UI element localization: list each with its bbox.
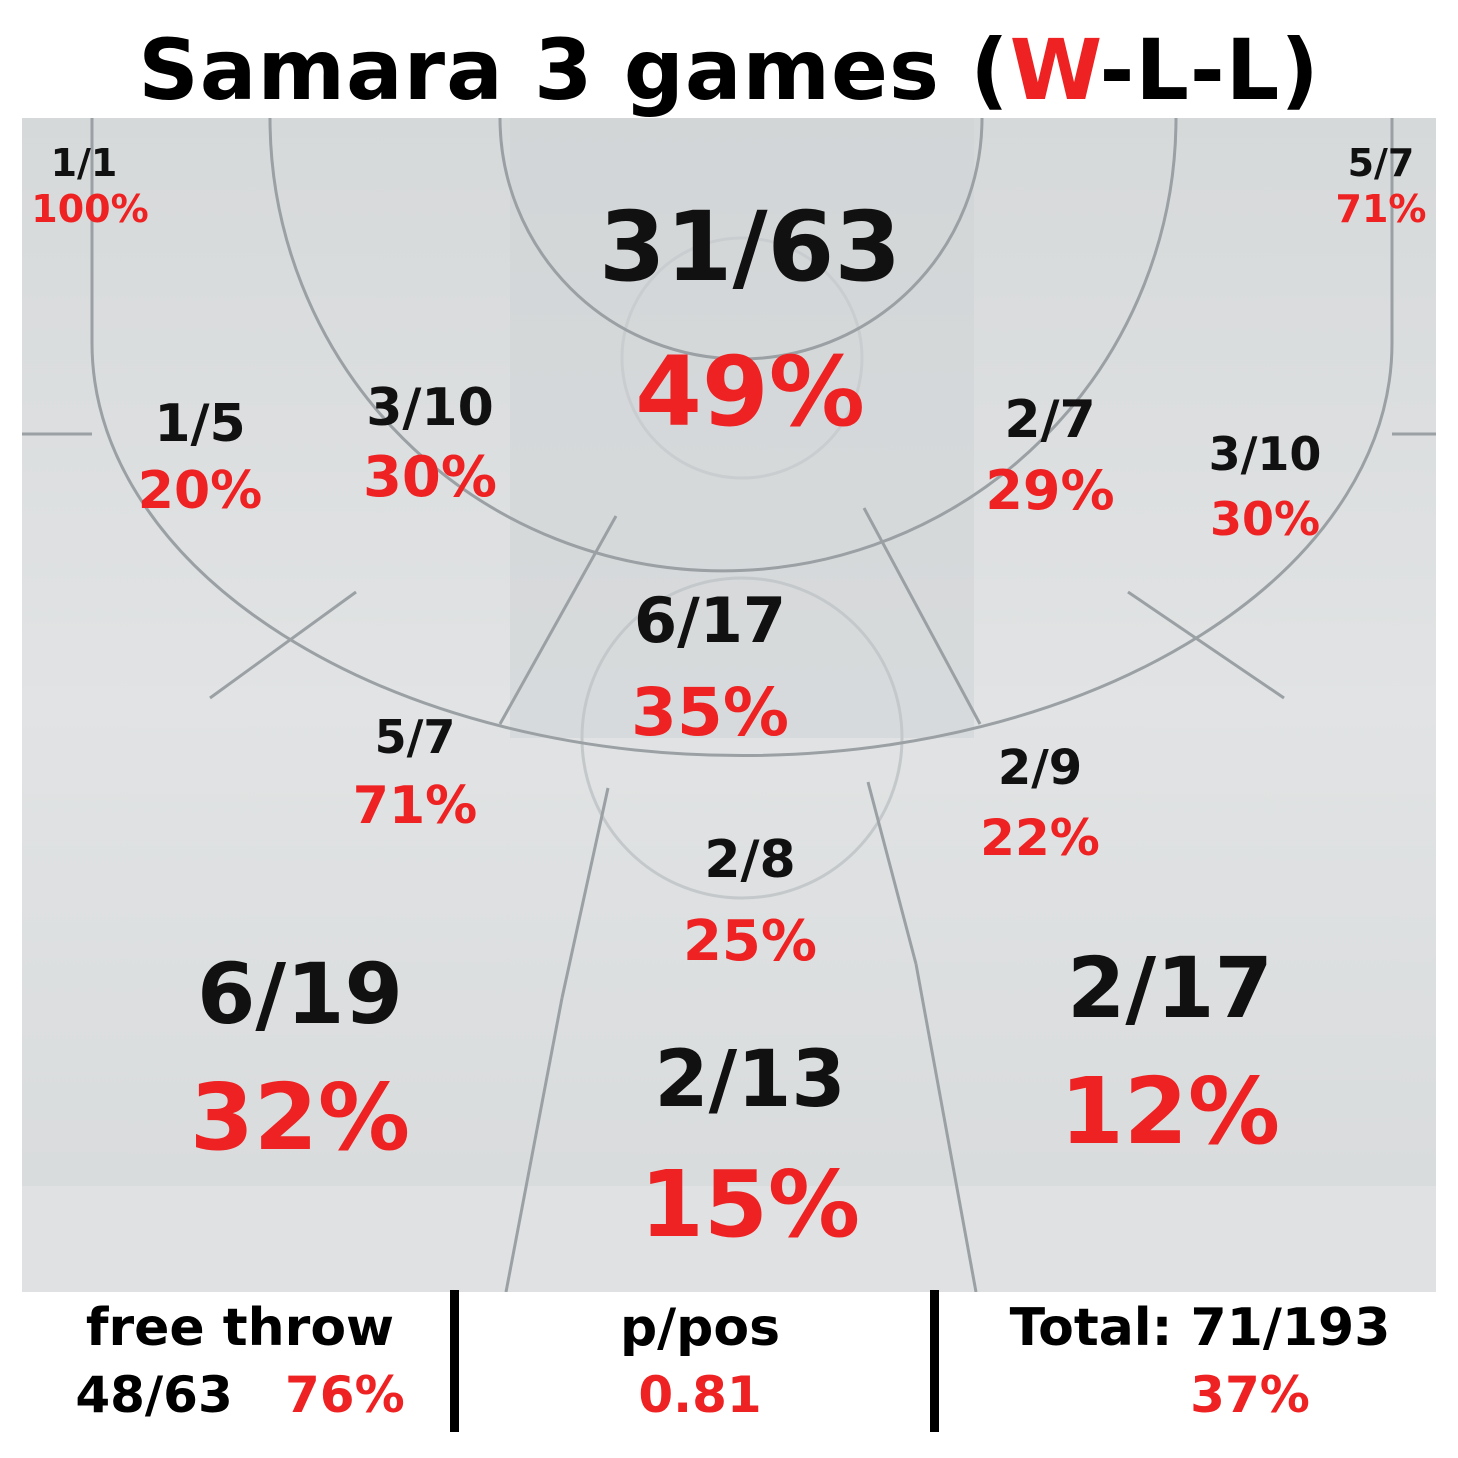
zone-right-short-mid: 2/7 29% (950, 388, 1150, 530)
zone-left-wing-three: 6/19 32% (150, 940, 450, 1188)
zone-percentage: 29% (985, 459, 1115, 522)
divider-top-right (866, 781, 918, 965)
three-point-arc (90, 118, 1394, 758)
divider-top-left (560, 787, 610, 999)
zone-top-key-mid: 2/8 25% (650, 828, 850, 992)
zone-made-attempted: 6/19 (196, 945, 404, 1043)
zone-right-corner-three: 5/7 71% (1316, 140, 1446, 232)
basketball-court (22, 118, 1436, 1292)
free-throw-percentage: 76% (284, 1366, 405, 1424)
divider-three-left (504, 997, 564, 1292)
zone-made-attempted: 2/13 (654, 1035, 846, 1125)
zone-percentage: 49% (635, 336, 865, 448)
zone-left-baseline-mid: 1/5 20% (110, 392, 290, 526)
zone-made-attempted: 2/8 (704, 830, 796, 890)
zone-restricted-area: 31/63 49% (540, 182, 960, 472)
zone-right-elbow-mid: 2/9 22% (950, 738, 1130, 878)
chart-title: Samara 3 games (W-L-L) (0, 20, 1458, 120)
title-suffix: -L-L) (1099, 21, 1320, 119)
zone-left-corner-three: 1/1 100% (20, 140, 160, 232)
zone-percentage: 25% (682, 909, 818, 974)
points-per-possession-block: p/pos 0.81 (480, 1296, 920, 1430)
ppos-label: p/pos (619, 1298, 781, 1358)
zone-left-short-mid: 3/10 30% (330, 376, 530, 516)
free-throw-circle-faint (580, 576, 904, 900)
lane-paint (510, 118, 974, 738)
zone-left-elbow-mid: 5/7 71% (320, 708, 510, 846)
zone-made-attempted: 5/7 (374, 710, 456, 764)
zone-made-attempted: 1/1 (50, 141, 118, 185)
restricted-arc (498, 118, 984, 361)
zone-percentage: 100% (31, 187, 149, 231)
zone-made-attempted: 5/7 (1347, 141, 1415, 185)
title-prefix: Samara 3 games ( (138, 21, 1010, 119)
zone-percentage: 32% (189, 1064, 411, 1171)
free-throw-made-attempted: 48/63 (75, 1366, 233, 1424)
zone-made-attempted: 2/7 (1004, 390, 1096, 450)
baseline-strip (22, 1186, 1436, 1292)
divider-right-mid (1127, 590, 1285, 700)
total-block: Total: 71/193 37% (960, 1296, 1440, 1430)
zone-top-three: 2/13 15% (600, 1030, 900, 1280)
divider-left-mid (209, 590, 357, 700)
zone-percentage: 12% (1059, 1058, 1281, 1165)
zone-made-attempted: 1/5 (154, 394, 246, 454)
zone-right-baseline-mid: 3/10 30% (1170, 424, 1360, 554)
total-label: Total: 71/193 (1009, 1298, 1391, 1358)
free-throw-block: free throw 48/63 76% (40, 1296, 440, 1430)
zone-made-attempted: 2/9 (997, 740, 1083, 796)
zone-made-attempted: 31/63 (598, 191, 902, 303)
zone-percentage: 30% (362, 445, 498, 510)
mid-range-arc (268, 118, 1178, 573)
zone-percentage: 71% (352, 776, 478, 836)
divider-left-paint (498, 515, 618, 725)
footer-divider-left (450, 1290, 459, 1432)
zone-right-wing-three: 2/17 12% (1020, 934, 1320, 1182)
zone-percentage: 71% (1335, 187, 1427, 231)
zone-percentage: 30% (1209, 492, 1321, 546)
footer-divider-right (930, 1290, 939, 1432)
total-percentage: 37% (1190, 1366, 1310, 1424)
zone-made-attempted: 3/10 (1208, 427, 1322, 481)
zone-paint-non-ra: 6/17 35% (590, 584, 830, 768)
zone-percentage: 20% (137, 461, 263, 521)
zone-percentage: 35% (631, 674, 789, 751)
zone-lines (22, 118, 1436, 1292)
free-throw-label: free throw (85, 1298, 395, 1358)
zone-made-attempted: 3/10 (366, 378, 494, 438)
divider-right-paint (862, 507, 982, 725)
divider-three-right (914, 963, 978, 1292)
zone-percentage: 22% (980, 809, 1100, 867)
ppos-value: 0.81 (638, 1366, 762, 1424)
zone-percentage: 15% (639, 1151, 861, 1258)
hoop-circle-faint (620, 236, 864, 480)
title-win-letter: W (1009, 21, 1100, 119)
zone-made-attempted: 2/17 (1066, 939, 1274, 1037)
zone-made-attempted: 6/17 (633, 584, 787, 657)
